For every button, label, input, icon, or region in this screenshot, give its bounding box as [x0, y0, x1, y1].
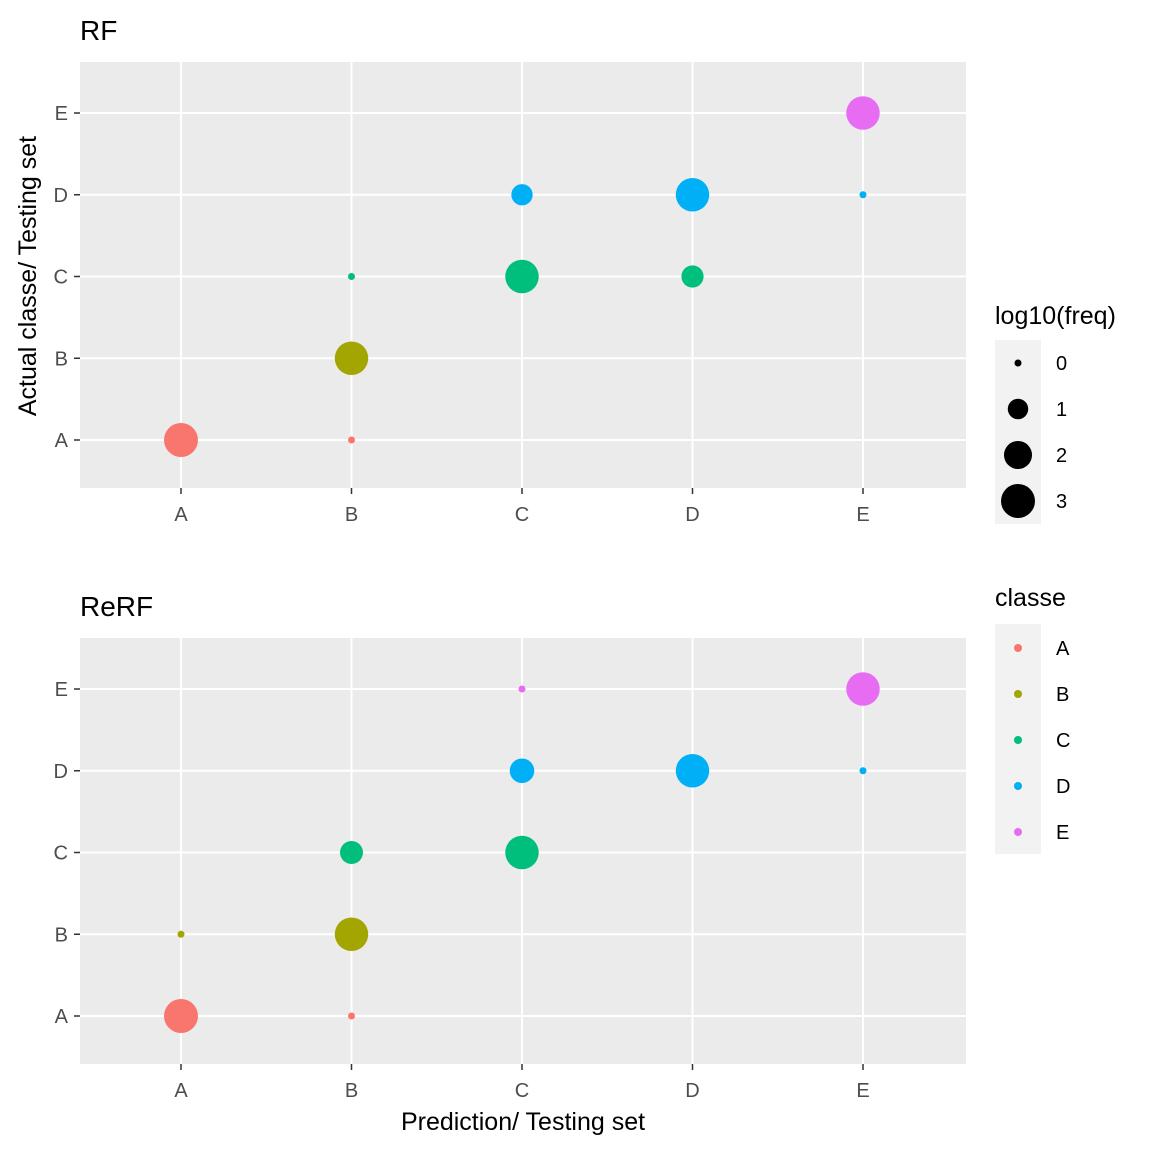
point-b-a	[348, 436, 355, 444]
size-legend-key	[1001, 484, 1035, 518]
size-legend-key	[1014, 359, 1022, 367]
point-a-a	[164, 999, 198, 1033]
x-tick-label: E	[856, 504, 869, 526]
color-legend-label: C	[1056, 730, 1070, 752]
y-tick-label: B	[55, 348, 68, 370]
x-tick-label: D	[685, 504, 699, 526]
color-legend-key	[1014, 736, 1022, 744]
x-tick-label: C	[515, 1080, 529, 1102]
y-tick-label: B	[55, 924, 68, 946]
y-tick-label: D	[54, 185, 68, 207]
point-c-c	[505, 835, 539, 870]
y-tick-label: A	[55, 430, 69, 452]
point-d-d	[675, 178, 710, 212]
point-e-d	[859, 191, 867, 199]
color-legend-label: A	[1056, 638, 1070, 660]
color-legend-title: classe	[995, 584, 1066, 612]
y-tick-label: D	[54, 761, 68, 783]
x-tick-label: B	[345, 504, 358, 526]
x-tick-label: C	[515, 504, 529, 526]
y-tick-label: E	[55, 679, 68, 701]
y-tick-label: A	[55, 1006, 69, 1028]
x-tick-label: B	[345, 1080, 358, 1102]
point-c-c	[505, 259, 539, 294]
y-tick-label: C	[54, 843, 68, 865]
point-c-d	[509, 758, 535, 784]
size-legend-label: 2	[1056, 445, 1067, 467]
point-e-e	[846, 96, 880, 130]
color-legend-label: E	[1056, 822, 1069, 844]
point-d-d	[675, 754, 710, 788]
size-legend-label: 1	[1056, 399, 1067, 421]
color-legend-key	[1014, 690, 1022, 698]
legends: log10(freq) 0 1 2 3 classe A B C D E	[995, 302, 1116, 854]
chart-panels: RF A A B B C C D D E E ReRF A A B B C C D D E E	[54, 15, 966, 1102]
size-legend-key	[1003, 440, 1033, 470]
point-b-c	[348, 273, 355, 280]
point-e-e	[846, 672, 880, 706]
panel-rerf: ReRF A A B B C C D D E E	[54, 591, 966, 1102]
x-tick-label: A	[174, 1080, 188, 1102]
size-legend-label: 0	[1056, 353, 1067, 375]
point-c-e	[518, 685, 526, 693]
point-b-a	[348, 1012, 355, 1020]
size-legend: log10(freq) 0 1 2 3	[995, 302, 1116, 524]
panel-rf: RF A A B B C C D D E E	[54, 15, 966, 526]
point-a-b	[177, 930, 185, 938]
point-e-d	[859, 767, 867, 775]
color-legend-label: D	[1056, 776, 1070, 798]
color-legend-key	[1014, 782, 1022, 790]
y-axis-title: Actual classe/ Testing set	[14, 136, 42, 416]
panel-title: ReRF	[80, 591, 153, 622]
point-b-b	[334, 917, 369, 951]
size-legend-label: 3	[1056, 491, 1067, 513]
point-b-c	[340, 841, 363, 864]
y-tick-label: E	[55, 103, 68, 125]
color-legend: classe A B C D E	[995, 584, 1070, 854]
point-b-b	[334, 341, 369, 375]
panel-title: RF	[80, 15, 117, 46]
x-tick-label: A	[174, 504, 188, 526]
point-d-c	[681, 265, 704, 288]
size-legend-key	[1007, 398, 1029, 420]
color-legend-key	[1014, 644, 1022, 652]
x-tick-label: E	[856, 1080, 869, 1102]
size-legend-title: log10(freq)	[995, 302, 1116, 330]
y-tick-label: C	[54, 267, 68, 289]
x-tick-label: D	[685, 1080, 699, 1102]
point-c-d	[511, 184, 533, 206]
color-legend-label: B	[1056, 684, 1069, 706]
point-a-a	[164, 423, 198, 457]
color-legend-key	[1014, 828, 1022, 836]
x-axis-title: Prediction/ Testing set	[401, 1108, 645, 1136]
